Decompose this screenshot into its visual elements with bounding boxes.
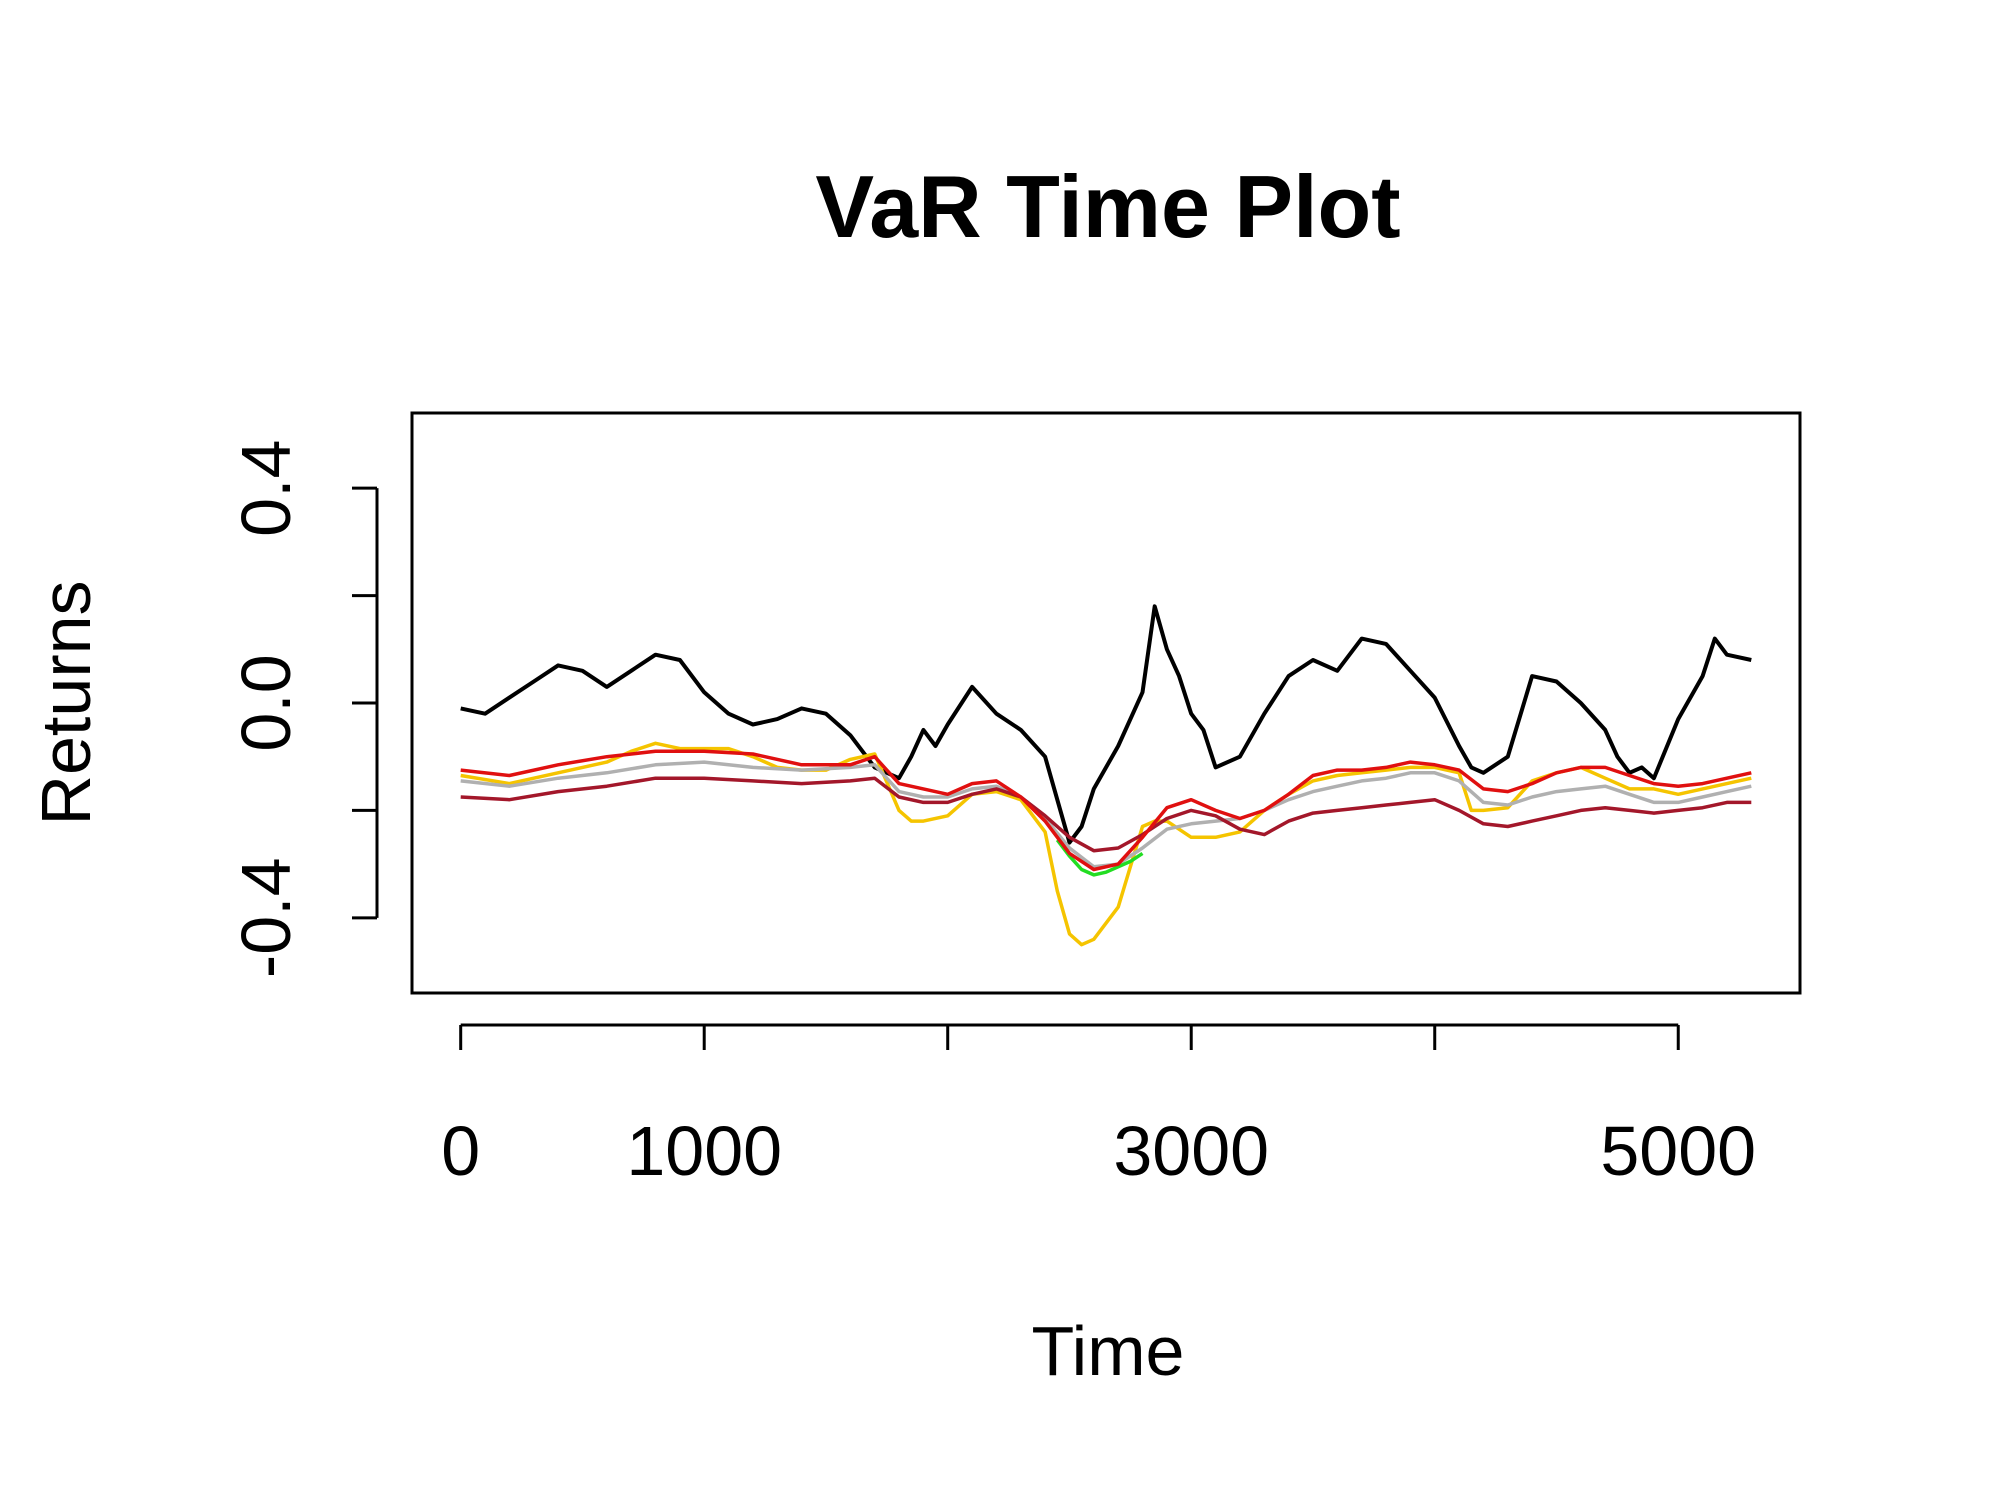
- series-line-3: [460, 760, 1752, 869]
- x-axis-label: Time: [1032, 1312, 1185, 1390]
- y-axis-label: Returns: [27, 580, 105, 825]
- x-tick-label: 5000: [1600, 1112, 1756, 1190]
- y-tick-label: 0.4: [227, 440, 305, 537]
- series-line-6: [460, 749, 1752, 872]
- y-axis: -0.4 0.0 0.4: [227, 440, 379, 978]
- plot-frame: [410, 411, 1802, 995]
- y-tick-label: 0.0: [227, 654, 305, 751]
- chart-title: VaR Time Plot: [815, 157, 1400, 256]
- x-tick-label: 0: [441, 1112, 480, 1190]
- series-line-4: [1055, 838, 1144, 877]
- y-tick-label: -0.4: [227, 857, 305, 978]
- x-tick-label: 3000: [1113, 1112, 1269, 1190]
- x-tick-label: 1000: [626, 1112, 782, 1190]
- x-axis: 0 1000 3000 5000: [441, 1023, 1756, 1190]
- series-line-1: [460, 604, 1752, 845]
- series-layer: [460, 604, 1752, 947]
- series-line-5: [460, 776, 1752, 853]
